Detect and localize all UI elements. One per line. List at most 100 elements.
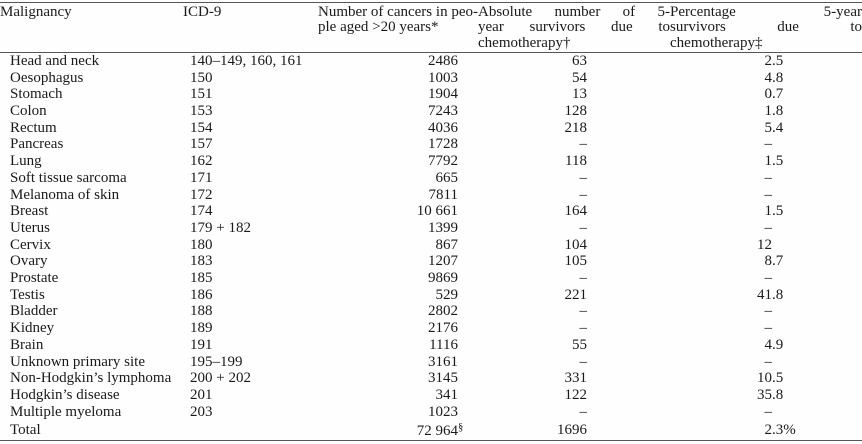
num-cancers-cell: 1023 <box>428 403 458 420</box>
table-body: Head and neck 140–149, 160, 161 2486 63 2.5 O… <box>0 52 862 440</box>
table-row: Cervix 180 867 104 12 <box>0 237 862 254</box>
pct-survivors-cell: 1.5 <box>670 153 862 170</box>
abs-survivors-cell: – <box>579 136 588 153</box>
icd9-cell: 151 <box>190 86 213 103</box>
abs-survivors-cell: 63 <box>572 52 587 69</box>
pct-survivors-cell: – <box>764 186 773 203</box>
abs-survivors-cell: 54 <box>572 69 587 86</box>
table-row: Brain 191 1116 55 4.9 <box>0 337 862 354</box>
malignancy-cell: Melanoma of skin <box>10 186 120 203</box>
table-row: Prostate 185 9869 – – <box>0 270 862 287</box>
malignancy-cell: Multiple myeloma <box>10 403 122 420</box>
num-cancers-cell: 1003 <box>428 69 458 86</box>
num-cancers-cell: 2486 <box>428 52 458 69</box>
num-cancers-cell: 665 <box>435 169 459 186</box>
table-header: Malignancy ICD-9 Number of cancers in peo-… <box>0 2 862 53</box>
header-row: Malignancy ICD-9 Number of cancers in peo-… <box>0 2 862 53</box>
malignancy-cell: Head and neck <box>10 52 100 69</box>
decimal-part: .5 <box>772 52 784 69</box>
num-cancers-cell: 867 <box>435 236 459 253</box>
abs-survivors-cell: – <box>579 320 588 337</box>
icd9-cell: 140–149, 160, 161 <box>190 52 303 69</box>
malignancy-cell: Oesophagus <box>10 69 84 86</box>
num-cancers-cell: 1904 <box>428 86 458 103</box>
decimal-part: .9 <box>772 336 784 353</box>
table-row: Melanoma of skin 172 7811 – – <box>0 187 862 204</box>
decimal-part: .8 <box>772 69 784 86</box>
decimal-part: .8 <box>772 103 784 119</box>
pct-survivors-cell: 2.3% <box>764 421 796 438</box>
header-line: survivors due to <box>670 19 862 36</box>
malignancy-cell: Kidney <box>10 320 55 337</box>
pct-survivors-cell: 1.5 <box>670 203 862 220</box>
table-row: Testis 186 529 221 41.8 <box>0 287 862 304</box>
malignancy-cell: Stomach <box>10 86 63 103</box>
icd9-cell <box>183 420 318 440</box>
pct-survivors-cell: – <box>764 320 773 337</box>
table-row: Non-Hodgkin’s lymphoma 200 + 202 3145 331 10… <box>0 370 862 387</box>
icd9-cell: 154 <box>190 119 213 136</box>
pct-survivors-cell: 12 <box>757 236 772 253</box>
pct-survivors-cell: 0.7 <box>670 86 862 103</box>
abs-survivors-cell: – <box>579 219 588 236</box>
num-cancers-cell: 1207 <box>428 253 458 270</box>
malignancy-cell: Uterus <box>10 219 50 236</box>
pct-survivors-cell: 5.4 <box>670 120 862 137</box>
pct-survivors-cell: – <box>764 303 773 320</box>
decimal-part: .3% <box>772 421 796 438</box>
icd9-cell: 162 <box>190 153 213 170</box>
malignancy-cell: Unknown primary site <box>10 353 145 370</box>
num-cancers-cell: 3145 <box>428 370 458 387</box>
abs-survivors-cell: 1696 <box>557 421 587 438</box>
icd9-cell: 179 + 182 <box>190 219 251 236</box>
pct-survivors-cell: 4.9 <box>670 337 862 354</box>
abs-survivors-cell: 331 <box>564 370 588 387</box>
icd9-cell: 189 <box>190 320 213 337</box>
header-line: Malignancy <box>0 4 72 20</box>
num-cancers-cell: 4036 <box>428 119 458 136</box>
icd9-cell: 153 <box>190 103 213 119</box>
table-row: Rectum 154 4036 218 5.4 <box>0 120 862 137</box>
pct-survivors-cell: 1.8 <box>670 103 862 120</box>
icd9-cell: 195–199 <box>190 353 243 370</box>
abs-survivors-cell: – <box>579 303 588 320</box>
table-row: Total 72 964§ 1696 2.3% <box>0 420 862 440</box>
table-row: Stomach 151 1904 13 0.7 <box>0 86 862 103</box>
icd9-cell: 183 <box>190 253 213 270</box>
header-line: year survivors due to <box>478 19 670 36</box>
table-row: Head and neck 140–149, 160, 161 2486 63 2.5 <box>0 52 862 69</box>
icd9-cell: 201 <box>190 386 213 403</box>
header-line: ple aged >20 years* <box>318 19 439 36</box>
header-line: Absolute number of 5- <box>478 4 670 20</box>
table-row: Colon 153 7243 128 1.8 <box>0 103 862 120</box>
num-cancers-cell: 1728 <box>428 136 458 153</box>
icd9-cell: 180 <box>190 236 213 253</box>
decimal-part: .4 <box>772 119 784 136</box>
abs-survivors-cell: – <box>579 270 588 287</box>
icd9-cell: 191 <box>190 336 213 353</box>
num-cancers-cell: 7792 <box>428 153 458 170</box>
icd9-cell: 172 <box>190 186 213 203</box>
decimal-part: .8 <box>772 286 784 303</box>
header-line: ICD-9 <box>183 4 222 20</box>
icd9-cell: 185 <box>190 270 213 287</box>
pct-survivors-cell: 4.8 <box>670 70 862 87</box>
num-cancers-cell: 529 <box>435 286 459 303</box>
pct-survivors-cell: 2.5 <box>670 52 862 69</box>
header-line: chemotherapy‡ <box>670 34 763 51</box>
pct-survivors-cell: – <box>764 169 773 186</box>
column-header-pct-survivors: Percentage 5-year survivors due to chemoth… <box>670 2 862 53</box>
pct-survivors-cell: 41.8 <box>670 287 862 304</box>
column-header-icd9: ICD-9 <box>183 2 318 53</box>
abs-survivors-cell: 164 <box>564 203 588 220</box>
malignancy-cell: Brain <box>10 336 44 353</box>
abs-survivors-cell: 128 <box>564 103 588 119</box>
malignancy-cell: Soft tissue sarcoma <box>10 169 127 186</box>
icd9-cell: 150 <box>190 69 213 86</box>
num-cancers-cell: 2802 <box>428 303 458 320</box>
abs-survivors-cell: 105 <box>564 253 588 270</box>
malignancy-cell: Cervix <box>10 236 51 253</box>
icd9-cell: 200 + 202 <box>190 370 251 387</box>
decimal-part: .5 <box>772 370 784 387</box>
table-row: Multiple myeloma 203 1023 – – <box>0 404 862 421</box>
